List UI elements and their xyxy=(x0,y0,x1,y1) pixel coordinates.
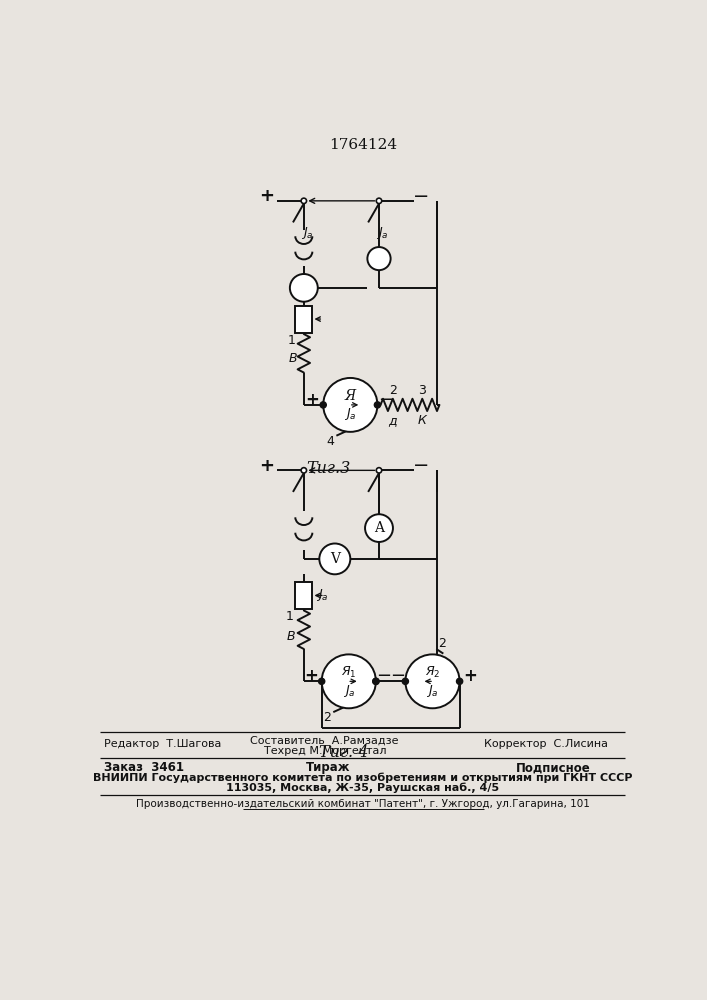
Text: 113035, Москва, Ж-35, Раушская наб., 4/5: 113035, Москва, Ж-35, Раушская наб., 4/5 xyxy=(226,782,499,793)
Text: Составитель  А.Рамзадзе: Составитель А.Рамзадзе xyxy=(250,736,399,746)
Text: $Я_2$: $Я_2$ xyxy=(425,665,440,680)
Circle shape xyxy=(301,468,307,473)
Text: Производственно-издательский комбинат "Патент", г. Ужгород, ул.Гагарина, 101: Производственно-издательский комбинат "П… xyxy=(136,799,590,809)
Text: 1: 1 xyxy=(288,334,296,347)
Text: 2: 2 xyxy=(323,711,331,724)
Text: $J_a$: $J_a$ xyxy=(426,683,439,699)
Text: −: − xyxy=(414,187,430,206)
Text: −: − xyxy=(390,667,405,685)
Text: Τиг.3: Τиг.3 xyxy=(307,460,351,477)
Text: 1: 1 xyxy=(286,610,294,623)
Text: −: − xyxy=(414,456,430,475)
Circle shape xyxy=(320,402,327,408)
Text: Техред М.Моргентал: Техред М.Моргентал xyxy=(264,746,386,756)
Text: Тираж: Тираж xyxy=(306,761,351,774)
Circle shape xyxy=(319,678,325,684)
Text: +: + xyxy=(304,667,317,685)
Bar xyxy=(296,306,312,333)
Text: $J_a$: $J_a$ xyxy=(344,406,356,422)
Text: +: + xyxy=(305,391,320,409)
Text: Я: Я xyxy=(345,389,356,403)
Text: д: д xyxy=(389,414,397,427)
Circle shape xyxy=(320,544,351,574)
Circle shape xyxy=(322,654,376,708)
Text: +: + xyxy=(464,667,477,685)
Text: Корректор  С.Лисина: Корректор С.Лисина xyxy=(484,739,607,749)
Circle shape xyxy=(365,514,393,542)
Circle shape xyxy=(373,678,379,684)
Text: 4: 4 xyxy=(326,435,334,448)
Text: $J_a$: $J_a$ xyxy=(376,225,388,241)
Circle shape xyxy=(402,678,409,684)
Circle shape xyxy=(376,468,382,473)
Text: 2: 2 xyxy=(438,637,445,650)
Text: Подписное: Подписное xyxy=(516,761,591,774)
Text: V: V xyxy=(330,552,340,566)
Text: 1764124: 1764124 xyxy=(329,138,397,152)
Text: $Я_1$: $Я_1$ xyxy=(341,665,356,680)
Text: Редактор  Т.Шагова: Редактор Т.Шагова xyxy=(104,739,221,749)
Text: Τиг. 4: Τиг. 4 xyxy=(320,744,369,761)
Circle shape xyxy=(368,247,391,270)
Text: Заказ  3461: Заказ 3461 xyxy=(104,761,184,774)
Text: 3: 3 xyxy=(419,384,426,397)
Circle shape xyxy=(290,274,317,302)
Circle shape xyxy=(373,678,379,684)
Circle shape xyxy=(405,654,460,708)
Circle shape xyxy=(301,198,307,204)
Text: +: + xyxy=(259,187,274,205)
Text: −: − xyxy=(376,667,391,685)
Text: $J_a$: $J_a$ xyxy=(300,225,313,241)
Text: К: К xyxy=(418,414,427,427)
Circle shape xyxy=(323,378,378,432)
Circle shape xyxy=(376,198,382,204)
Bar xyxy=(296,582,312,609)
Text: 2: 2 xyxy=(389,384,397,397)
Text: +: + xyxy=(259,457,274,475)
Text: $J_a$: $J_a$ xyxy=(342,683,355,699)
Text: B: B xyxy=(288,352,297,365)
Text: A: A xyxy=(374,521,384,535)
Circle shape xyxy=(457,678,462,684)
Text: ВНИИПИ Государственного комитета по изобретениям и открытиям при ГКНТ СССР: ВНИИПИ Государственного комитета по изоб… xyxy=(93,772,633,783)
Text: B: B xyxy=(287,630,296,643)
Text: $J_a$: $J_a$ xyxy=(316,587,329,603)
Text: −: − xyxy=(378,391,393,409)
Circle shape xyxy=(374,402,380,408)
